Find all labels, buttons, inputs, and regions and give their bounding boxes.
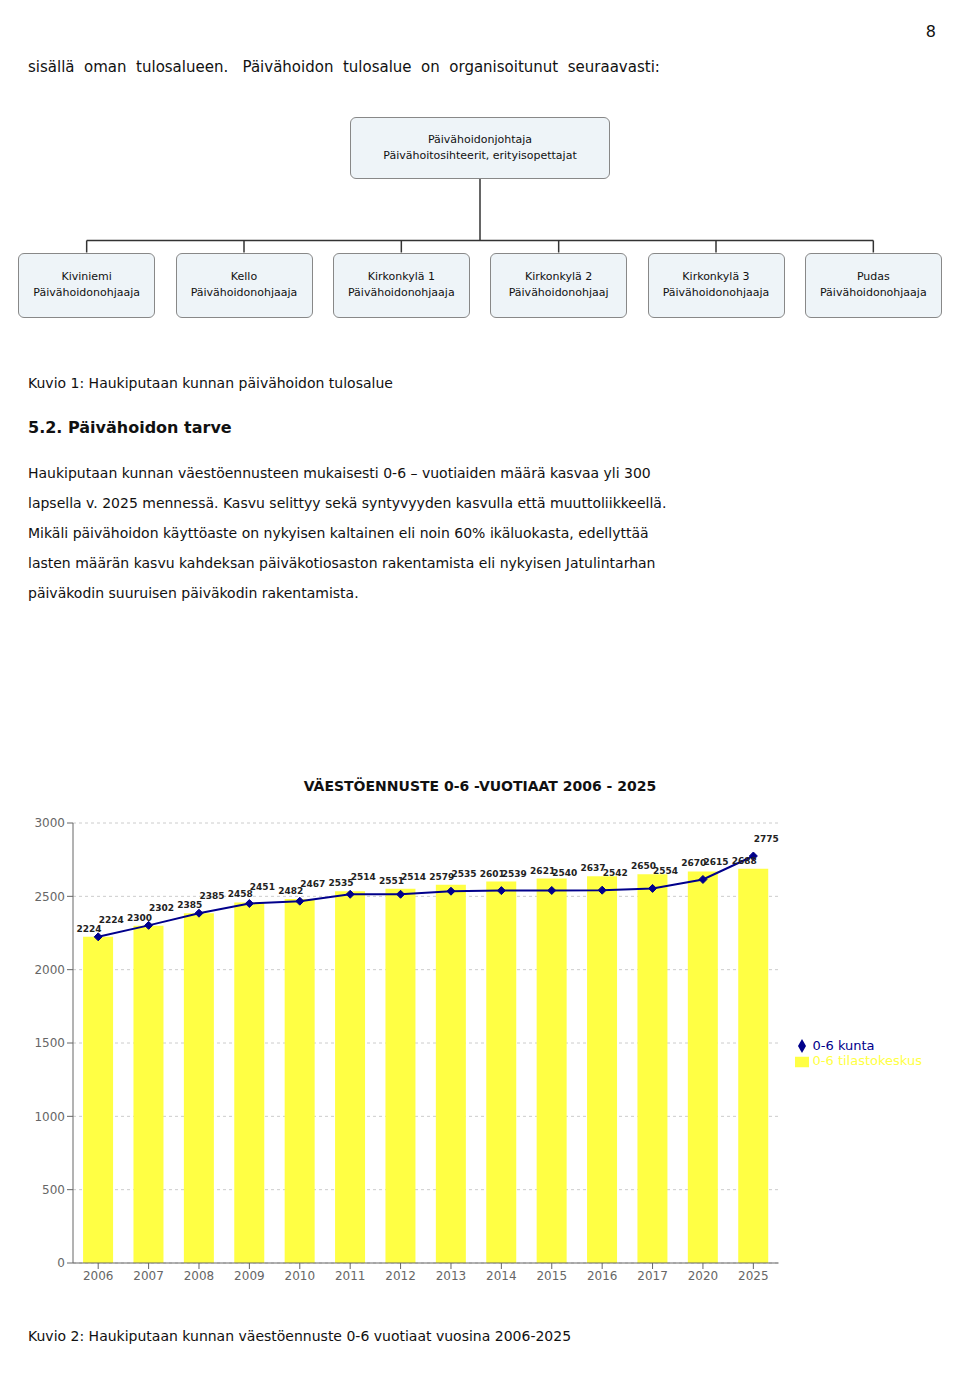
svg-text:2551: 2551	[378, 875, 404, 886]
svg-text:2535: 2535	[451, 869, 476, 879]
svg-text:2000: 2000	[34, 963, 65, 977]
svg-text:2011: 2011	[335, 1269, 366, 1283]
svg-text:2601: 2601	[479, 868, 505, 879]
svg-text:2014: 2014	[486, 1269, 517, 1283]
html-text:Kuvio 1: Haukiputaan kunnan pä: Kuvio 1: Haukiputaan kunnan päivähoidon …	[28, 375, 393, 391]
svg-text:2302: 2302	[149, 903, 174, 913]
html-text:Kiviniemi: Kiviniemi	[61, 270, 112, 283]
svg-text:2009: 2009	[234, 1269, 265, 1283]
html-text:sisällä oman tulosalueen. Päiv: sisällä oman tulosalueen. Päivähoidon tu…	[28, 58, 660, 76]
svg-text:2467: 2467	[300, 879, 325, 889]
svg-text:2670: 2670	[681, 858, 707, 869]
svg-text:2385: 2385	[177, 900, 202, 910]
svg-text:2006: 2006	[83, 1269, 114, 1283]
svg-text:2500: 2500	[34, 890, 65, 904]
svg-text:2013: 2013	[436, 1269, 467, 1283]
html-text:0-6 kunta: 0-6 kunta	[812, 1037, 875, 1053]
html-text:Mikäli päivähoidon käyttöaste: Mikäli päivähoidon käyttöaste on nykyise…	[28, 525, 649, 541]
svg-text:2514: 2514	[351, 872, 376, 882]
svg-text:3000: 3000	[34, 816, 65, 830]
svg-text:2650: 2650	[630, 861, 656, 872]
svg-text:2017: 2017	[637, 1269, 668, 1283]
svg-text:2637: 2637	[580, 863, 606, 874]
svg-text:2025: 2025	[738, 1269, 769, 1283]
html-text:päiväkodin suuruisen päiväkodi: päiväkodin suuruisen päiväkodin rakentam…	[28, 585, 359, 601]
svg-text:2621: 2621	[530, 865, 556, 876]
html-text:5.2. Päivähoidon tarve: 5.2. Päivähoidon tarve	[28, 418, 232, 437]
svg-text:2540: 2540	[552, 868, 577, 878]
svg-text:2579: 2579	[429, 871, 455, 882]
svg-text:2514: 2514	[401, 872, 426, 882]
svg-text:2458: 2458	[227, 889, 253, 900]
svg-text:1500: 1500	[34, 1036, 65, 1050]
svg-text:2539: 2539	[502, 869, 527, 879]
svg-text:2775: 2775	[754, 834, 779, 844]
html-text:lapsella v. 2025 mennessä. Kas: lapsella v. 2025 mennessä. Kasvu selitty…	[28, 495, 667, 511]
html-text:0-6 tilastokeskus: 0-6 tilastokeskus	[812, 1053, 922, 1068]
svg-text:500: 500	[42, 1183, 65, 1197]
svg-text:1000: 1000	[34, 1110, 65, 1124]
svg-text:2535: 2535	[328, 878, 354, 889]
svg-text:2007: 2007	[133, 1269, 164, 1283]
html-text:Päivähoidonjohtaja: Päivähoidonjohtaja	[427, 133, 533, 146]
html-text:lasten määrän kasvu kahdeksan: lasten määrän kasvu kahdeksan päiväkotio…	[28, 555, 656, 571]
svg-text:2554: 2554	[653, 866, 678, 876]
html-text:Haukiputaan kunnan väestöennus: Haukiputaan kunnan väestöennusteen mukai…	[28, 465, 651, 481]
svg-text:2300: 2300	[127, 913, 152, 923]
html-text:Päivähoidonohjaaja: Päivähoidonohjaaja	[820, 286, 927, 299]
html-text:Kirkonkylä 3: Kirkonkylä 3	[682, 270, 750, 283]
html-text:Kello: Kello	[230, 270, 258, 283]
html-text:Päivähoitosihteerit, erityisop: Päivähoitosihteerit, erityisopettajat	[383, 149, 577, 162]
svg-text:2482: 2482	[278, 886, 304, 896]
svg-text:2224: 2224	[77, 924, 102, 934]
svg-text:2451: 2451	[250, 882, 275, 892]
html-text:Päivähoidonohjaaj: Päivähoidonohjaaj	[508, 286, 609, 299]
html-text:Päivähoidonohjaaja: Päivähoidonohjaaja	[190, 286, 298, 299]
html-text:VÄESTÖENNUSTE 0-6 -VUOTIAAT 20: VÄESTÖENNUSTE 0-6 -VUOTIAAT 2006 - 2025	[303, 778, 657, 794]
html-text:Kirkonkylä 1: Kirkonkylä 1	[367, 270, 435, 283]
svg-text:2016: 2016	[587, 1269, 618, 1283]
svg-text:0: 0	[57, 1256, 65, 1270]
svg-text:2010: 2010	[285, 1269, 316, 1283]
html-text:Päivähoidonohjaaja: Päivähoidonohjaaja	[348, 286, 455, 299]
svg-text:2020: 2020	[688, 1269, 719, 1283]
svg-text:2224: 2224	[99, 915, 124, 925]
html-text:Kirkonkylä 2: Kirkonkylä 2	[525, 270, 593, 283]
svg-text:2385: 2385	[199, 891, 224, 901]
svg-text:2008: 2008	[184, 1269, 215, 1283]
html-text:Päivähoidonohjaaja: Päivähoidonohjaaja	[662, 286, 770, 299]
svg-text:2688: 2688	[732, 856, 757, 866]
html-text:8: 8	[925, 22, 936, 41]
svg-text:2615: 2615	[703, 857, 728, 867]
svg-text:2012: 2012	[385, 1269, 416, 1283]
svg-text:2542: 2542	[603, 868, 628, 878]
html-text:Kuvio 2: Haukiputaan kunnan vä: Kuvio 2: Haukiputaan kunnan väestöennust…	[28, 1328, 572, 1344]
svg-text:2015: 2015	[536, 1269, 567, 1283]
html-text:Pudas: Pudas	[856, 270, 890, 283]
html-text:Päivähoidonohjaaja: Päivähoidonohjaaja	[33, 286, 140, 299]
